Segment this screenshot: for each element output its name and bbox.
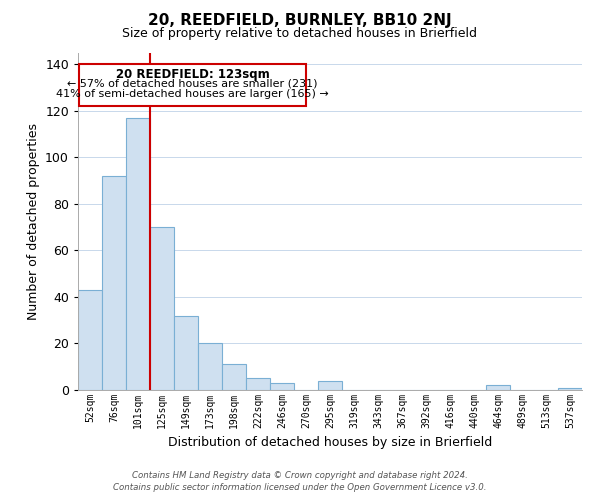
Bar — [174, 316, 198, 390]
Text: 41% of semi-detached houses are larger (165) →: 41% of semi-detached houses are larger (… — [56, 90, 329, 100]
Bar — [102, 176, 126, 390]
X-axis label: Distribution of detached houses by size in Brierfield: Distribution of detached houses by size … — [168, 436, 492, 450]
Bar — [486, 386, 510, 390]
Text: 20, REEDFIELD, BURNLEY, BB10 2NJ: 20, REEDFIELD, BURNLEY, BB10 2NJ — [148, 12, 452, 28]
Text: Size of property relative to detached houses in Brierfield: Size of property relative to detached ho… — [122, 28, 478, 40]
Bar — [246, 378, 270, 390]
Bar — [270, 383, 294, 390]
Bar — [558, 388, 582, 390]
Text: ← 57% of detached houses are smaller (231): ← 57% of detached houses are smaller (23… — [67, 79, 318, 89]
FancyBboxPatch shape — [79, 64, 306, 106]
Bar — [318, 380, 342, 390]
Bar — [78, 290, 102, 390]
Text: 20 REEDFIELD: 123sqm: 20 REEDFIELD: 123sqm — [116, 68, 269, 81]
Bar — [150, 227, 174, 390]
Bar — [198, 344, 222, 390]
Y-axis label: Number of detached properties: Number of detached properties — [26, 122, 40, 320]
Bar — [222, 364, 246, 390]
Bar — [126, 118, 150, 390]
Text: Contains HM Land Registry data © Crown copyright and database right 2024.
Contai: Contains HM Land Registry data © Crown c… — [113, 471, 487, 492]
